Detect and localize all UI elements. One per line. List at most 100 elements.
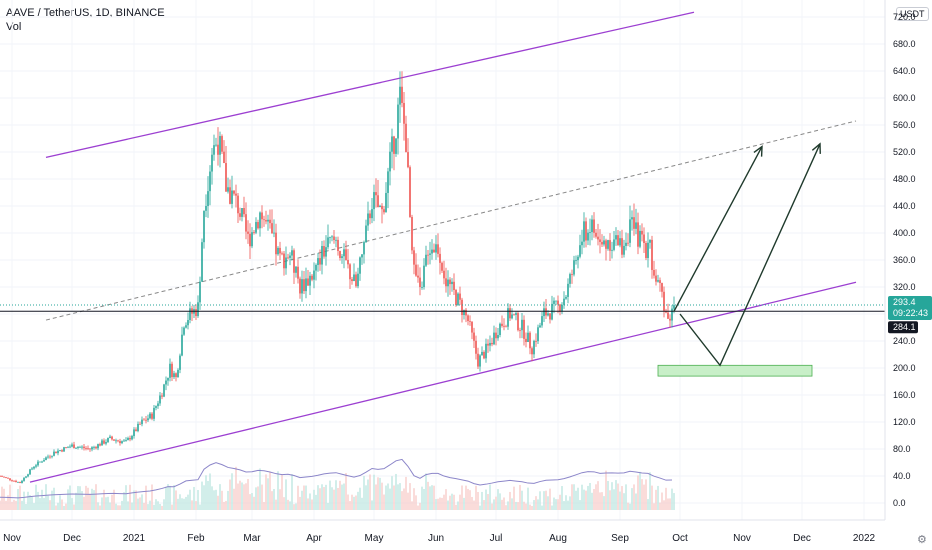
candle <box>159 395 161 404</box>
x-tick-label: Sep <box>611 533 629 544</box>
currency-badge[interactable]: USDT <box>896 7 929 21</box>
y-tick-label: 40.0 <box>893 471 911 481</box>
candle <box>615 235 617 240</box>
volume-bar <box>311 499 313 510</box>
volume-bar <box>61 499 63 510</box>
candle <box>329 236 331 238</box>
volume-bar <box>659 502 661 510</box>
volume-bar <box>501 499 503 510</box>
volume-bar <box>205 475 207 510</box>
candle <box>581 241 583 246</box>
candle <box>583 221 585 242</box>
volume-bar <box>657 485 659 510</box>
volume-bar <box>97 502 99 510</box>
volume-bar <box>499 493 501 510</box>
candle <box>41 461 43 463</box>
candle <box>167 377 169 381</box>
candle <box>209 171 211 192</box>
candle <box>501 323 503 326</box>
volume-bar <box>553 497 555 510</box>
volume-bar <box>289 501 291 510</box>
volume-bar <box>169 485 171 510</box>
channel-upper-line <box>45 11 695 159</box>
volume-bar <box>401 491 403 510</box>
volume-bar <box>375 484 377 510</box>
candle <box>197 302 199 317</box>
volume-bar <box>349 501 351 510</box>
candle <box>641 230 643 235</box>
candle <box>281 253 283 255</box>
candle <box>465 309 467 316</box>
volume-bar <box>597 481 599 510</box>
candle <box>175 373 177 378</box>
candle <box>151 413 153 419</box>
candle <box>539 325 541 328</box>
candle <box>611 249 613 251</box>
volume-bar <box>245 483 247 510</box>
x-tick-label: Aug <box>549 533 567 544</box>
gear-icon[interactable]: ⚙ <box>917 534 927 546</box>
volume-bar <box>629 503 631 510</box>
volume-bar <box>651 485 653 510</box>
candle <box>75 447 77 449</box>
candle <box>43 460 45 462</box>
volume-bar <box>577 487 579 510</box>
volume-bar <box>95 484 97 510</box>
candle <box>277 247 279 255</box>
candle <box>85 448 87 449</box>
volume-bar <box>605 470 607 510</box>
candle <box>663 291 665 311</box>
candle <box>321 246 323 265</box>
candle <box>441 262 443 271</box>
candle <box>513 314 515 316</box>
volume-bar <box>663 500 665 510</box>
volume-bar <box>489 484 491 510</box>
volume-bar <box>69 485 71 510</box>
candle <box>263 219 265 221</box>
volume-bar <box>49 500 51 510</box>
candle <box>509 308 511 319</box>
candle <box>485 343 487 359</box>
candle <box>455 289 457 305</box>
candle <box>475 340 477 354</box>
x-tick-label: 2022 <box>853 533 876 544</box>
volume-bar <box>47 495 49 510</box>
volume-bar <box>509 491 511 510</box>
last-price-tag <box>888 295 932 320</box>
volume-bar <box>497 489 499 510</box>
candle <box>489 342 491 346</box>
volume-bar <box>507 501 509 510</box>
candle <box>261 212 263 220</box>
candle <box>557 300 559 305</box>
candle <box>577 256 579 261</box>
volume-bar <box>285 479 287 510</box>
candle <box>495 332 497 339</box>
volume-bar <box>143 502 145 510</box>
volume-bar <box>631 488 633 510</box>
volume-bar <box>223 501 225 510</box>
candle <box>211 154 213 172</box>
candle <box>651 239 653 270</box>
volume-bar <box>667 498 669 510</box>
candle <box>637 222 639 247</box>
volume-bar <box>527 487 529 510</box>
volume-bar <box>171 504 173 510</box>
volume-bar <box>0 500 1 510</box>
candle <box>27 474 29 477</box>
candle <box>369 213 371 219</box>
candle <box>427 254 429 256</box>
volume-bar <box>511 498 513 510</box>
volume-bar <box>379 477 381 510</box>
candle <box>139 423 141 425</box>
volume-bar <box>57 502 59 510</box>
volume-bar <box>459 494 461 510</box>
candle <box>395 138 397 154</box>
volume-bar <box>163 499 165 510</box>
candle <box>177 369 179 378</box>
volume-indicator-label[interactable]: Vol <box>6 21 22 33</box>
candle <box>653 269 655 276</box>
candle <box>57 450 59 454</box>
candle <box>13 480 15 482</box>
volume-bar <box>407 492 409 510</box>
